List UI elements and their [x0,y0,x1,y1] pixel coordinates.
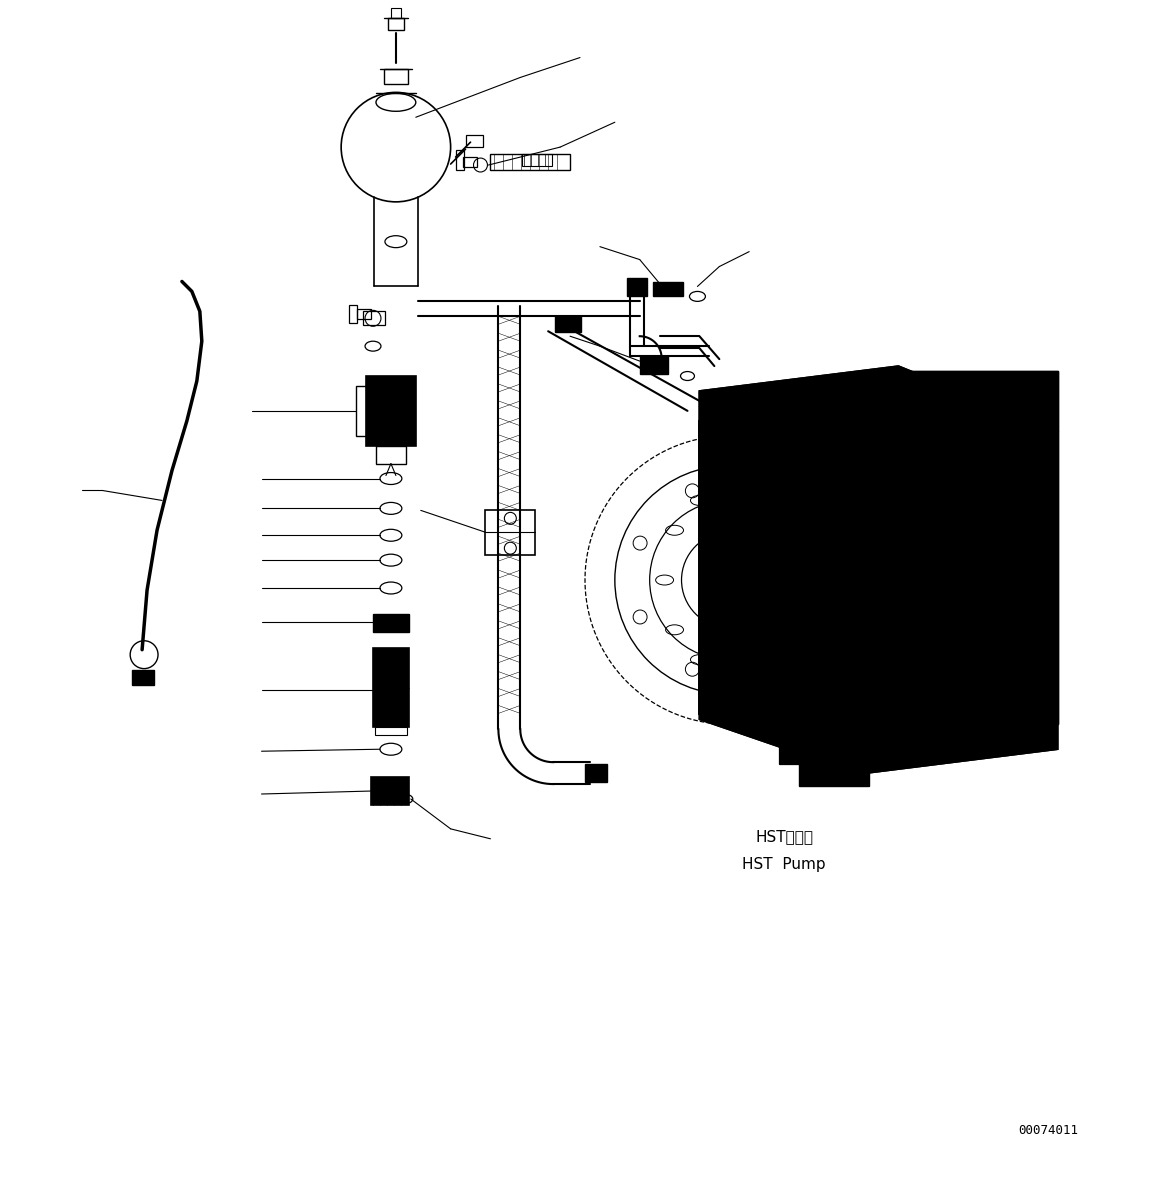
Bar [699,421,968,714]
Bar [899,371,1057,431]
Bar [371,777,409,805]
Bar [899,371,1057,431]
Bar [491,154,570,169]
Bar [522,154,552,166]
Bar [384,69,408,85]
Circle shape [797,414,841,458]
Bar [391,8,401,18]
Circle shape [926,373,961,408]
Bar [366,375,416,446]
Bar [699,421,968,714]
Bar [779,730,889,764]
Bar [373,614,409,632]
Bar [456,151,464,169]
Bar [357,310,371,319]
Bar [373,647,409,727]
Bar [555,317,582,332]
Bar [485,511,535,556]
Bar [799,764,869,786]
Circle shape [791,471,847,526]
Bar [989,614,1037,650]
Bar [388,18,404,29]
Bar [989,451,1043,505]
Circle shape [989,381,1018,411]
Polygon shape [699,366,1057,774]
Bar [699,391,968,433]
Bar [989,540,1043,580]
Bar [699,391,968,433]
Text: HSTポンプ: HSTポンプ [755,829,813,844]
Bar [652,282,683,297]
Bar [349,305,357,324]
Bar [356,386,368,435]
Bar [627,279,647,297]
Circle shape [775,576,864,665]
Bar [465,135,484,147]
Bar [463,157,477,167]
Bar [133,670,154,685]
Bar [585,764,607,782]
Bar [374,727,407,736]
Bar [363,312,385,325]
Text: HST  Pump: HST Pump [742,857,826,872]
Bar [640,357,668,374]
Bar [376,446,406,464]
Text: 00074011: 00074011 [1018,1124,1078,1137]
Bar [968,431,1057,724]
Bar [968,431,1057,724]
